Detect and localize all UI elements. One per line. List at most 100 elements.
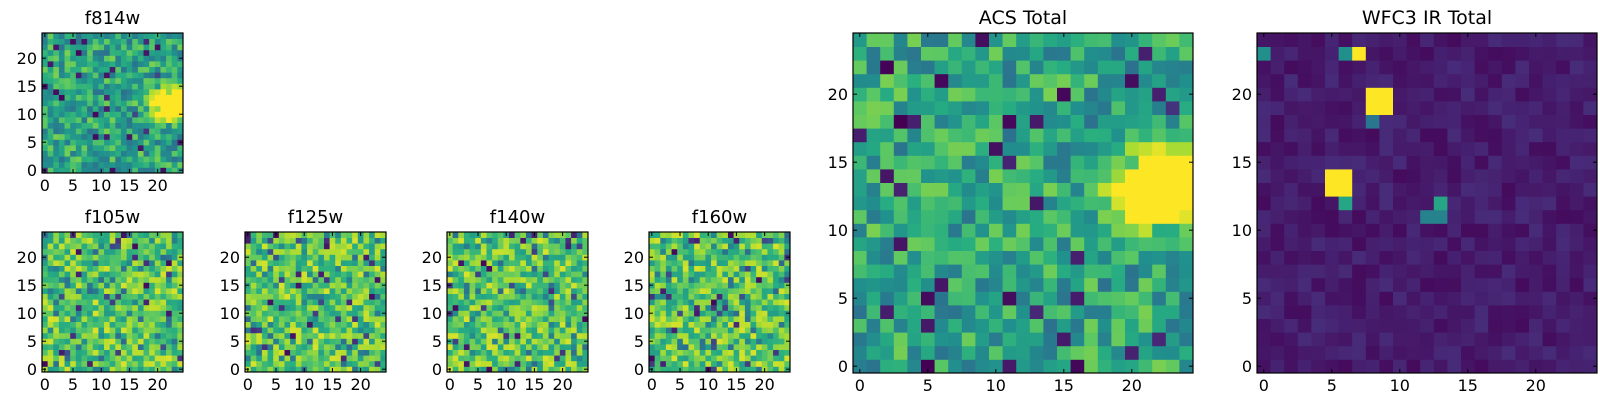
heatmap-cell xyxy=(711,327,718,334)
heatmap-cell xyxy=(1002,128,1017,143)
heatmap-cell xyxy=(1016,359,1031,374)
heatmap-cell xyxy=(104,310,111,317)
heatmap-cell xyxy=(671,360,678,367)
heatmap-cell xyxy=(1474,345,1489,360)
heatmap-cell xyxy=(559,282,566,289)
heatmap-cell xyxy=(1002,73,1017,88)
heatmap-cell xyxy=(576,265,583,272)
heatmap-cell xyxy=(137,49,144,56)
heatmap-cell xyxy=(1569,33,1584,47)
heatmap-cell xyxy=(115,360,122,367)
heatmap-cell xyxy=(323,321,330,328)
heatmap-cell xyxy=(514,254,521,261)
heatmap-cell xyxy=(323,304,330,311)
heatmap-cell xyxy=(137,232,144,238)
heatmap-cell xyxy=(1461,33,1475,47)
heatmap-cell xyxy=(81,55,88,62)
heatmap-cell xyxy=(295,321,302,328)
heatmap-cell xyxy=(682,232,689,238)
heatmap-cell xyxy=(329,282,336,289)
heatmap-cell xyxy=(261,248,268,255)
heatmap-cell xyxy=(53,145,60,151)
heatmap-cell xyxy=(171,167,178,174)
heatmap-cell xyxy=(166,271,173,278)
x-tick-label: 10 xyxy=(496,375,516,394)
heatmap-cell xyxy=(284,344,291,350)
heatmap-cell xyxy=(486,260,493,266)
heatmap-cell xyxy=(1057,196,1071,211)
heatmap-cell xyxy=(893,223,908,238)
heatmap-cell xyxy=(295,332,302,339)
heatmap-cell xyxy=(665,338,672,345)
heatmap-cell xyxy=(126,288,133,294)
heatmap-cell xyxy=(654,248,661,255)
heatmap-cell xyxy=(75,122,82,129)
heatmap-cell xyxy=(582,327,589,334)
heatmap-cell xyxy=(565,360,572,367)
heatmap-cell xyxy=(531,293,538,300)
heatmap-cell xyxy=(475,355,482,362)
heatmap-cell xyxy=(87,360,94,367)
heatmap-cell xyxy=(480,355,487,362)
heatmap-cell xyxy=(340,299,347,306)
heatmap-cell xyxy=(458,316,465,322)
heatmap-cell xyxy=(47,83,54,90)
heatmap-cell xyxy=(1406,318,1421,333)
heatmap-cell xyxy=(1070,250,1085,265)
heatmap-cell xyxy=(346,232,353,238)
heatmap-cell xyxy=(357,282,364,289)
heatmap-cell xyxy=(290,332,297,339)
heatmap-cell xyxy=(548,293,555,300)
heatmap-cell xyxy=(469,366,476,373)
heatmap-cell xyxy=(880,114,895,129)
heatmap-cell xyxy=(1365,277,1380,292)
heatmap-cell xyxy=(109,243,116,250)
heatmap-cell xyxy=(87,100,94,107)
heatmap-cell xyxy=(565,293,572,300)
x-tick-label: 0 xyxy=(445,375,455,394)
heatmap-cell xyxy=(497,316,504,322)
heatmap-cell xyxy=(1515,155,1530,170)
heatmap-cell xyxy=(92,156,99,163)
heatmap-cell xyxy=(47,128,54,135)
heatmap-cell xyxy=(137,156,144,163)
heatmap-cell xyxy=(853,60,867,75)
heatmap-cell xyxy=(1016,250,1031,265)
heatmap-cell xyxy=(109,349,116,356)
chart-title: f814w xyxy=(85,8,140,29)
heatmap-cell xyxy=(682,260,689,266)
heatmap-cell xyxy=(53,260,60,266)
x-tick-label: 0 xyxy=(243,375,253,394)
heatmap-cell xyxy=(778,232,785,238)
y-tick-label: 5 xyxy=(230,332,240,351)
heatmap-cell xyxy=(907,345,922,360)
heatmap-cell xyxy=(559,360,566,367)
heatmap-cell xyxy=(1583,33,1598,47)
heatmap-cell xyxy=(1433,169,1448,183)
heatmap-cell xyxy=(492,349,499,356)
heatmap-cell xyxy=(149,360,156,367)
heatmap-cell xyxy=(278,355,285,362)
heatmap-cell xyxy=(177,271,184,278)
heatmap-cell xyxy=(109,94,116,101)
heatmap-cell xyxy=(290,338,297,345)
heatmap-cell xyxy=(171,89,178,95)
heatmap-cell xyxy=(694,349,701,356)
heatmap-cell xyxy=(537,344,544,350)
heatmap-cell xyxy=(565,271,572,278)
heatmap-cell xyxy=(149,304,156,311)
heatmap-cell xyxy=(295,304,302,311)
heatmap-cell xyxy=(380,349,387,356)
heatmap-cell xyxy=(109,304,116,311)
heatmap-cell xyxy=(335,232,342,238)
heatmap-cell xyxy=(42,248,49,255)
heatmap-cell xyxy=(301,321,308,328)
heatmap-cell xyxy=(75,232,82,238)
heatmap-cell xyxy=(312,243,319,250)
heatmap-cell xyxy=(1393,33,1407,47)
heatmap-cell xyxy=(273,299,280,306)
heatmap-cell xyxy=(53,133,60,140)
heatmap-cell xyxy=(1002,277,1017,292)
heatmap-cell xyxy=(961,169,976,183)
heatmap-cell xyxy=(514,271,521,278)
